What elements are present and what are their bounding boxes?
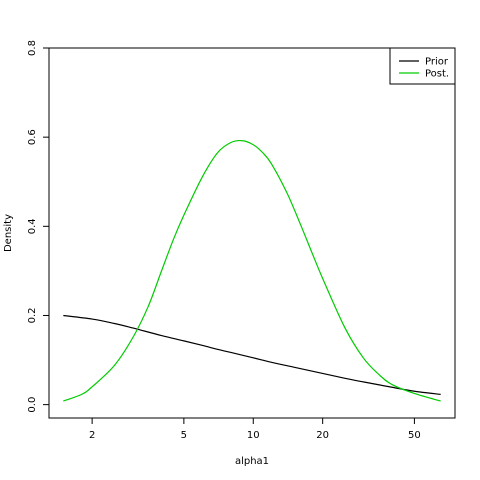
x-tick-label: 2: [89, 430, 95, 441]
y-tick-label: 0.4: [27, 218, 38, 234]
x-tick-label: 20: [316, 430, 329, 441]
x-tick-label: 50: [408, 430, 421, 441]
series-line-posterior: [63, 139, 441, 402]
plot-lines: [63, 139, 441, 402]
legend: Prior Post.: [389, 47, 456, 85]
y-tick-label: 0.0: [27, 397, 38, 413]
y-axis-label: Density: [3, 214, 14, 252]
y-tick-label: 0.6: [27, 129, 38, 145]
legend-label-prior: Prior: [425, 57, 449, 68]
series-line-prior: [63, 314, 441, 395]
y-tick-label: 0.8: [27, 40, 38, 56]
legend-label-posterior: Post.: [425, 69, 449, 80]
y-tick-label: 0.2: [27, 308, 38, 324]
x-tick-label: 10: [247, 430, 260, 441]
x-axis: 2 5 10 20 50: [89, 418, 421, 441]
x-axis-label: alpha1: [235, 456, 269, 467]
y-axis: 0.0 0.2 0.4 0.6 0.8: [27, 40, 49, 413]
legend-box: [389, 47, 456, 85]
x-tick-label: 5: [181, 430, 187, 441]
plot-frame: [48, 47, 456, 419]
